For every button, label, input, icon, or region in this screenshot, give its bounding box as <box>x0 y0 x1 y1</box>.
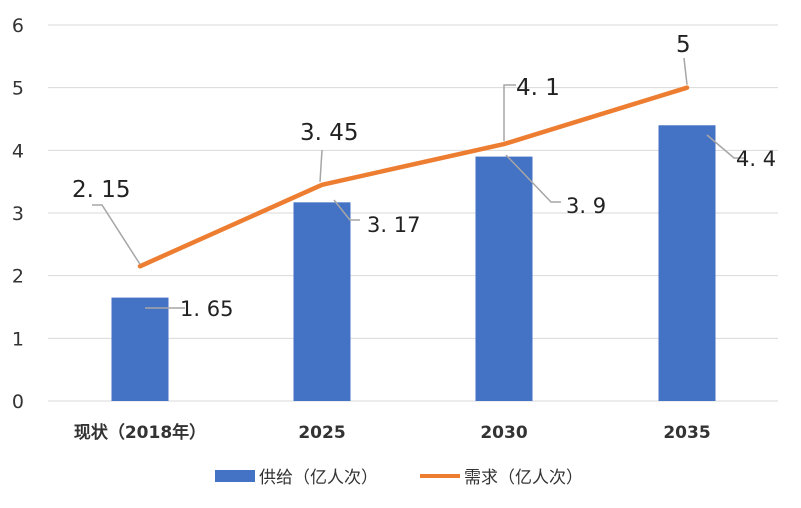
bar-label-leader <box>505 154 561 203</box>
x-category-label: 现状（2018年） <box>74 422 206 443</box>
line-data-label: 5 <box>676 32 691 58</box>
y-tick-label: 4 <box>12 140 24 162</box>
bar <box>658 125 716 402</box>
y-tick-label: 1 <box>12 328 24 350</box>
line-series <box>137 85 690 269</box>
y-tick-label: 3 <box>12 203 24 225</box>
leader-lines <box>92 57 744 309</box>
line-label-leader <box>503 84 516 142</box>
line-label-leader <box>92 204 141 265</box>
y-tick-label: 5 <box>12 78 24 100</box>
y-axis-ticks: 0 1 2 3 4 5 6 <box>12 15 24 413</box>
gridlines <box>48 24 778 402</box>
bar-label-leader <box>706 134 744 159</box>
x-category-label: 2030 <box>480 423 527 443</box>
y-tick-label: 2 <box>12 266 24 288</box>
legend: 供给（亿人次） 需求（亿人次） <box>215 468 583 488</box>
line-label-leader <box>683 57 688 85</box>
legend-label-demand: 需求（亿人次） <box>464 468 583 488</box>
line-data-label: 3. 45 <box>300 120 359 146</box>
bar-data-label: 3. 17 <box>367 213 420 237</box>
data-labels: 1. 65 3. 17 3. 9 4. 4 2. 15 3. 45 4. 1 5 <box>72 32 776 321</box>
bar-label-leader <box>333 199 360 221</box>
bar <box>475 156 533 401</box>
bar-series <box>111 125 716 402</box>
y-tick-label: 0 <box>12 391 24 413</box>
bar <box>111 297 169 401</box>
x-axis-categories: 现状（2018年） 2025 2030 2035 <box>74 422 711 443</box>
legend-swatch-supply <box>215 470 255 482</box>
bar <box>293 202 351 401</box>
bar-data-label: 3. 9 <box>566 194 606 218</box>
x-category-label: 2035 <box>663 423 710 443</box>
line-label-leader <box>319 149 323 182</box>
line-data-label: 2. 15 <box>72 177 131 203</box>
demand-line <box>137 85 690 269</box>
legend-label-supply: 供给（亿人次） <box>259 468 378 488</box>
bar-data-label: 1. 65 <box>180 297 233 321</box>
line-data-label: 4. 1 <box>516 75 560 101</box>
y-tick-label: 6 <box>12 15 24 37</box>
bar-data-label: 4. 4 <box>736 147 776 171</box>
x-category-label: 2025 <box>298 423 345 443</box>
